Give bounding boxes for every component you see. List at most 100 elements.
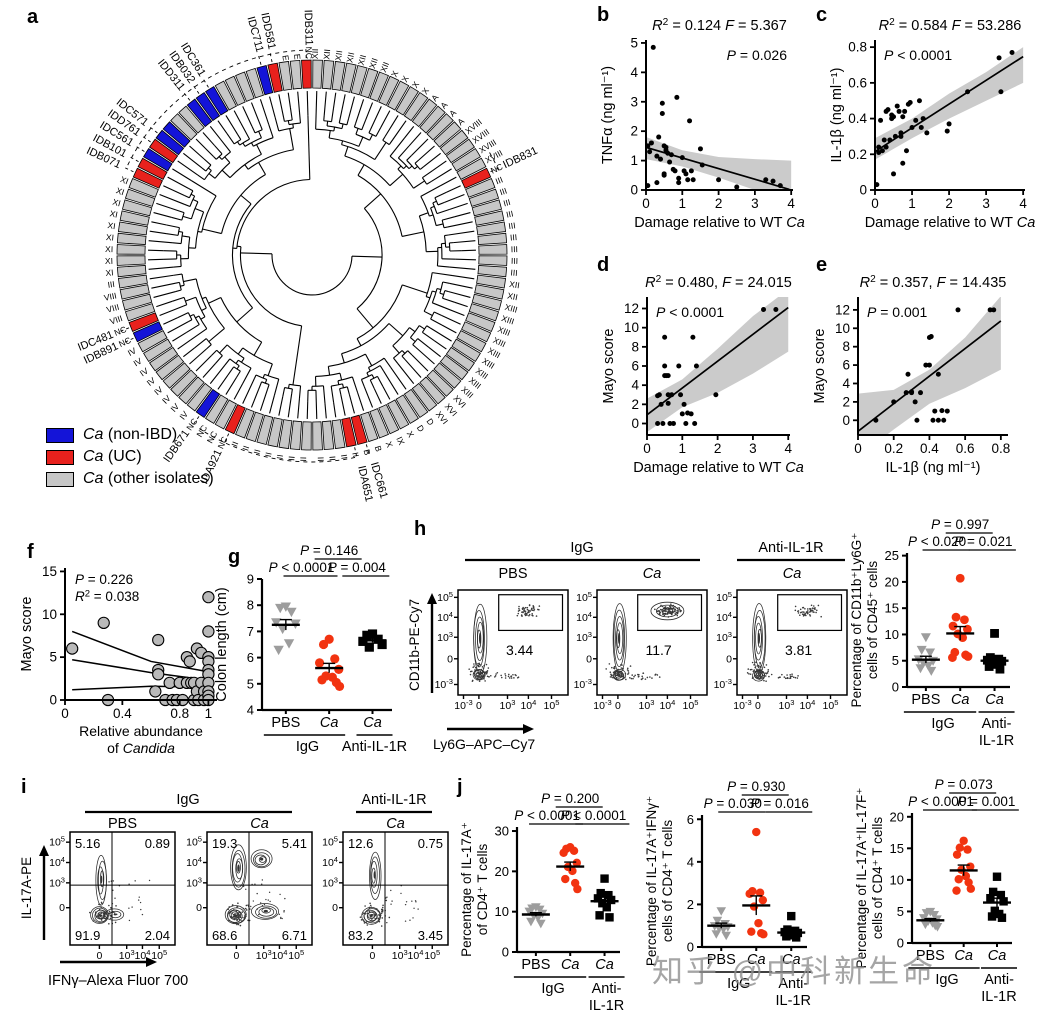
svg-text:A: A	[447, 107, 458, 118]
svg-text:Relative abundance: Relative abundance	[79, 723, 203, 739]
svg-text:0: 0	[642, 196, 650, 211]
svg-text:19.3: 19.3	[212, 836, 237, 851]
svg-text:IgG: IgG	[931, 716, 954, 732]
svg-text:P < 0.0001: P < 0.0001	[561, 808, 627, 823]
svg-text:XII: XII	[321, 49, 332, 60]
panel-a-phylogram: XII XII XII XII XIIXIIXIIXXXXAAAAXVIIIXVIIIX…	[76, 9, 539, 502]
svg-text:Anti-IL-1R: Anti-IL-1R	[758, 540, 823, 556]
svg-text:XI: XI	[106, 232, 115, 243]
svg-text:104: 104	[799, 698, 815, 712]
svg-text:NC: NC	[113, 324, 128, 338]
svg-text:15: 15	[42, 564, 57, 579]
svg-text:II: II	[327, 456, 337, 462]
dendrogram	[148, 91, 476, 419]
svg-text:Ca: Ca	[320, 715, 339, 731]
svg-text:0.6: 0.6	[956, 441, 975, 456]
svg-text:X: X	[384, 440, 396, 449]
svg-text:5.41: 5.41	[282, 836, 307, 851]
panel-b-scatter: 0 1 2 3 4 5 0 1 2 3 4 R2 = 0.124 F = 5.367 P = 0.026…	[600, 17, 805, 231]
svg-text:103: 103	[49, 875, 65, 889]
svg-text:104: 104	[716, 610, 732, 624]
svg-text:PBS: PBS	[271, 715, 300, 731]
legend-swatch-blue	[46, 427, 74, 443]
svg-text:P = 0.026: P = 0.026	[727, 47, 788, 63]
svg-text:104: 104	[408, 948, 424, 962]
svg-text:II: II	[275, 454, 286, 460]
svg-text:X: X	[420, 85, 432, 96]
svg-text:Ca: Ca	[250, 816, 269, 832]
svg-text:5: 5	[247, 676, 254, 691]
svg-text:IDB671: IDB671	[161, 428, 192, 465]
svg-text:cells of CD4⁺ T cells: cells of CD4⁺ T cells	[870, 817, 885, 939]
svg-text:104: 104	[49, 855, 65, 869]
quad-plot-1	[224, 844, 286, 927]
svg-text:cells of CD45⁺ cells: cells of CD45⁺ cells	[865, 561, 880, 679]
svg-text:PBS: PBS	[911, 692, 940, 708]
svg-text:R2 = 0.038: R2 = 0.038	[75, 589, 139, 605]
svg-text:105: 105	[151, 948, 167, 962]
svg-text:103: 103	[576, 630, 592, 644]
svg-text:105: 105	[716, 590, 732, 604]
svg-text:XI: XI	[115, 185, 126, 197]
svg-text:III: III	[511, 244, 518, 254]
svg-text:Colon length (cm): Colon length (cm)	[214, 587, 230, 701]
svg-text:P = 0.001: P = 0.001	[867, 304, 928, 320]
svg-text:105: 105	[424, 948, 440, 962]
svg-text:XI: XI	[119, 174, 130, 186]
svg-text:PBS: PBS	[916, 948, 945, 964]
svg-text:IgG: IgG	[176, 792, 199, 808]
svg-text:0: 0	[631, 416, 639, 431]
svg-text:D: D	[415, 423, 427, 433]
svg-text:P = 0.004: P = 0.004	[328, 560, 387, 575]
svg-text:105: 105	[322, 835, 338, 849]
svg-text:105: 105	[288, 948, 304, 962]
svg-text:4: 4	[630, 65, 638, 80]
svg-text:NC: NC	[215, 435, 229, 450]
svg-text:Percentage of IL-17A⁺IFNγ⁺: Percentage of IL-17A⁺IFNγ⁺	[644, 796, 659, 966]
svg-text:Anti-IL-1R: Anti-IL-1R	[342, 739, 407, 755]
svg-text:3: 3	[751, 196, 759, 211]
svg-text:Anti-: Anti-	[592, 981, 622, 997]
svg-text:P = 0.001: P = 0.001	[957, 794, 1015, 809]
svg-text:103: 103	[392, 948, 408, 962]
svg-text:R2 = 0.124 F = 5.367: R2 = 0.124 F = 5.367	[652, 17, 787, 34]
svg-text:5: 5	[897, 904, 904, 919]
svg-text:II: II	[263, 451, 274, 458]
svg-text:2: 2	[687, 897, 694, 912]
panel-label-i: i	[21, 776, 27, 798]
svg-text:105: 105	[49, 835, 65, 849]
legend-item-uc: Ca (UC)	[46, 446, 214, 468]
quad-plot-2	[359, 851, 419, 927]
svg-text:IL-1R: IL-1R	[979, 733, 1014, 749]
svg-text:D: D	[425, 416, 437, 427]
svg-text:II: II	[350, 451, 361, 458]
svg-text:IgG: IgG	[296, 739, 319, 755]
svg-text:P = 0.146: P = 0.146	[300, 543, 358, 558]
svg-text:30: 30	[495, 824, 509, 839]
svg-text:II: II	[298, 457, 308, 462]
svg-text:20: 20	[885, 574, 899, 589]
svg-text:0.8: 0.8	[170, 706, 189, 721]
svg-text:CD11b-PE-Cy7: CD11b-PE-Cy7	[407, 599, 422, 691]
svg-text:12: 12	[835, 302, 850, 317]
svg-text:8: 8	[631, 339, 639, 354]
svg-text:0: 0	[687, 940, 694, 955]
svg-text:0: 0	[96, 950, 102, 962]
svg-text:Ly6G–APC–Cy7: Ly6G–APC–Cy7	[433, 736, 535, 752]
svg-text:Ca: Ca	[643, 566, 662, 582]
svg-text:Ca: Ca	[951, 692, 970, 708]
svg-text:1: 1	[630, 153, 638, 168]
panel-f-scatter: 0 5 10 15 0 0.4 0.8 1 P = 0.226 R2 = 0.038 Relativ…	[19, 564, 217, 756]
svg-text:2: 2	[842, 394, 850, 409]
svg-text:XI: XI	[112, 197, 122, 209]
svg-text:0: 0	[332, 902, 338, 914]
svg-text:P < 0.0001: P < 0.0001	[656, 304, 724, 320]
svg-text:Mayo score: Mayo score	[19, 597, 35, 672]
svg-text:68.6: 68.6	[212, 928, 237, 943]
svg-text:NC: NC	[117, 335, 132, 349]
svg-text:P = 0.073: P = 0.073	[935, 777, 993, 792]
svg-text:XIII: XIII	[500, 313, 515, 327]
svg-text:E: E	[280, 54, 291, 61]
